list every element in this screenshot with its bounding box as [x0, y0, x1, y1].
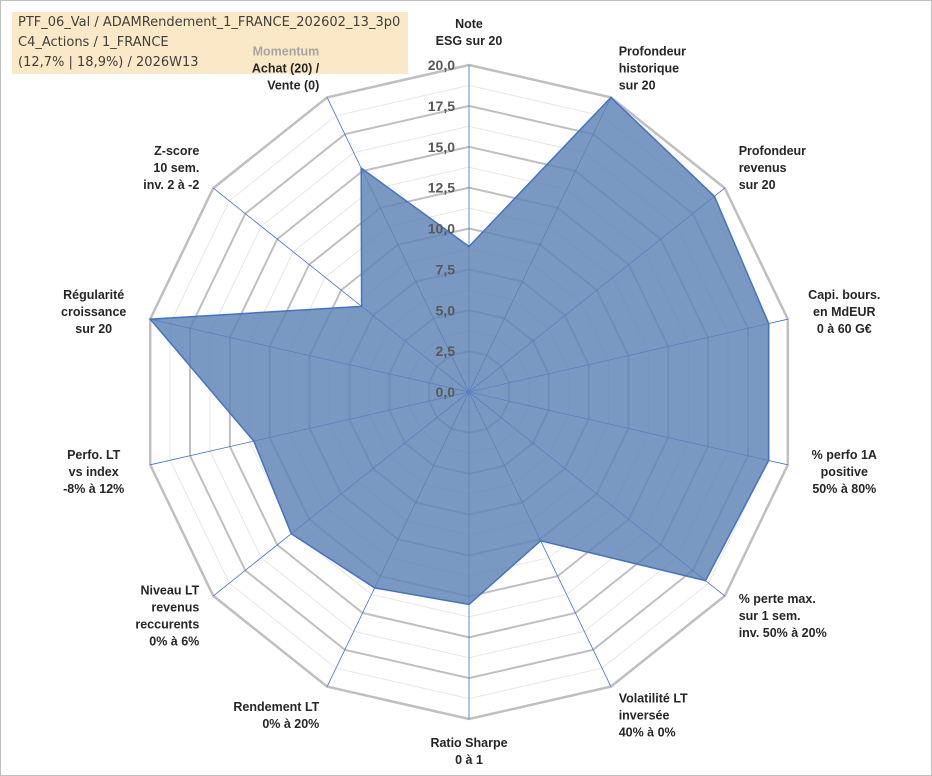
radial-tick-label: 5,0	[436, 302, 456, 318]
axis-label-line: 0 à 1	[455, 753, 483, 767]
axis-label-line: Niveau LT	[140, 583, 199, 597]
axis-label-line: Profondeur	[619, 45, 686, 59]
axis-label-line: revenus	[739, 161, 787, 175]
axis-label-line: 40% à 0%	[619, 725, 676, 739]
radial-tick-label: 10,0	[428, 221, 455, 237]
axis-label-line: sur 20	[75, 322, 112, 336]
axis-label-line: revenus	[151, 600, 199, 614]
series-layer	[148, 96, 770, 606]
axis-label-line: 50% à 80%	[812, 482, 876, 496]
axis-label-line: Ratio Sharpe	[430, 736, 507, 750]
axis-label-line: historique	[619, 62, 679, 76]
axis-label-line: Momentum	[253, 45, 320, 59]
radial-tick-label: 7,5	[436, 261, 456, 277]
portfolio-name: PTF_06_Val / ADAMRendement_1_FRANCE_2026…	[18, 15, 401, 30]
series-area	[148, 96, 770, 606]
axis-label-line: Capi. bours.	[808, 288, 880, 302]
axis-label-line: croissance	[61, 305, 126, 319]
axis-label-line: vs index	[69, 465, 119, 479]
axis-label-line: ESG sur 20	[436, 34, 503, 48]
axis-label-line: sur 20	[739, 178, 776, 192]
axis-label-line: inversée	[619, 708, 670, 722]
radial-tick-label: 12,5	[428, 180, 455, 196]
axis-label-line: Régularité	[63, 288, 124, 302]
axis-label-line: en MdEUR	[813, 305, 876, 319]
axis-label-line: 0 à 60 G€	[817, 322, 872, 336]
tick-layer: 0,0 2,5 5,0 7,5 10,0 12,5 15,0 17,5 20,0	[428, 57, 455, 400]
radial-tick-label: 0,0	[436, 384, 456, 400]
radial-tick-label: 2,5	[436, 343, 456, 359]
axis-label-line: inv. 50% à 20%	[739, 626, 827, 640]
axis-label-line: inv. 2 à -2	[143, 178, 199, 192]
portfolio-category: C4_Actions / 1_FRANCE	[18, 35, 169, 50]
radial-tick-label: 20,0	[428, 57, 455, 73]
axis-label-line: 0% à 20%	[262, 717, 319, 731]
portfolio-stats: (12,7% | 18,9%) / 2026W13	[18, 55, 199, 70]
axis-label-line: Rendement LT	[233, 700, 319, 714]
axis-label-line: sur 1 sem.	[739, 609, 801, 623]
axis-label-line: Note	[455, 17, 483, 31]
axis-label-line: 0% à 6%	[149, 634, 199, 648]
axis-label-line: -8% à 12%	[63, 482, 124, 496]
axis-label-line: Perfo. LT	[67, 448, 121, 462]
axis-label-line: reccurents	[135, 617, 199, 631]
axis-label-line: sur 20	[619, 79, 656, 93]
axis-label-line: % perfo 1A	[812, 448, 877, 462]
axis-label-line: Profondeur	[739, 144, 806, 158]
axis-label-line: Z-score	[154, 144, 199, 158]
portfolio-info-box: PTF_06_Val / ADAMRendement_1_FRANCE_2026…	[12, 12, 408, 74]
radial-tick-label: 15,0	[428, 139, 455, 155]
axis-label-line: Volatilité LT	[619, 691, 688, 705]
radial-tick-label: 17,5	[428, 98, 455, 114]
axis-label-line: Achat (20) /	[252, 62, 320, 76]
label-layer: Note ESG sur 20 Profondeur historique sur 20…	[61, 17, 880, 767]
axis-label-line: 10 sem.	[153, 161, 199, 175]
axis-label-line: positive	[821, 465, 868, 479]
axis-label-line: Vente (0)	[267, 79, 319, 93]
axis-label-line: % perte max.	[739, 592, 816, 606]
